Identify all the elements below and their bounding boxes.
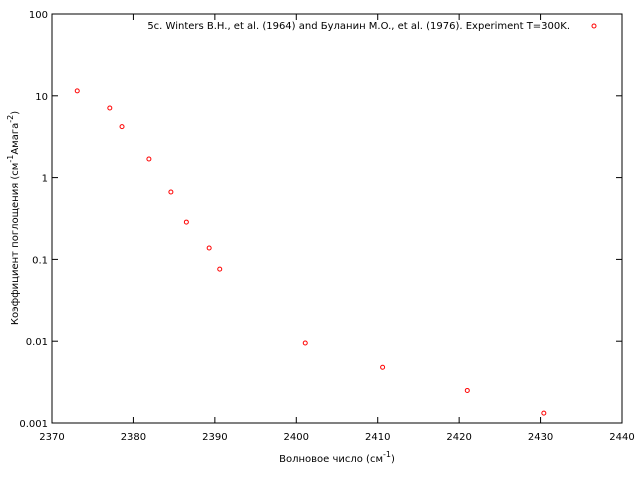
y-tick-label: 0.001 bbox=[19, 419, 48, 430]
point bbox=[146, 156, 152, 162]
x-label-part: ) bbox=[391, 454, 395, 465]
x-label-part: Волновое число (см bbox=[279, 454, 383, 465]
point bbox=[74, 88, 80, 94]
y-tick-label: 1 bbox=[42, 174, 48, 185]
x-tick-label: 2420 bbox=[446, 432, 471, 443]
plot-frame bbox=[51, 13, 623, 424]
point bbox=[217, 266, 223, 272]
y-tick-label: 10 bbox=[35, 92, 48, 103]
x-tick-label: 2400 bbox=[284, 432, 309, 443]
y-axis-label: Коэффициент поглощения (см-1Амага-2) bbox=[6, 111, 21, 325]
x-tick-label: 2380 bbox=[121, 432, 146, 443]
y-label-sup: -2 bbox=[6, 115, 15, 123]
x-tick-label: 2410 bbox=[365, 432, 390, 443]
y-tick-label: 0.01 bbox=[26, 337, 48, 348]
point bbox=[464, 387, 470, 393]
x-tick-label: 2430 bbox=[528, 432, 553, 443]
point bbox=[302, 340, 308, 346]
y-label-sup: -1 bbox=[6, 155, 15, 163]
x-label-sup: -1 bbox=[383, 450, 391, 459]
x-tick-label: 2390 bbox=[202, 432, 227, 443]
point bbox=[107, 105, 113, 111]
point bbox=[206, 245, 212, 251]
y-tick-label: 0.1 bbox=[32, 255, 48, 266]
y-label-part: Коэффициент поглощения (см bbox=[10, 163, 21, 325]
x-axis-label: Волновое число (см-1) bbox=[279, 450, 395, 465]
point bbox=[183, 219, 189, 225]
point bbox=[119, 124, 125, 130]
point bbox=[168, 189, 174, 195]
point bbox=[541, 410, 547, 416]
x-tick-label: 2440 bbox=[609, 432, 634, 443]
y-label-part: ) bbox=[10, 111, 21, 115]
y-label-part: Амага bbox=[10, 123, 21, 155]
point bbox=[380, 364, 386, 370]
y-tick-label: 100 bbox=[29, 10, 48, 21]
legend-label: 5c. Winters B.H., et al. (1964) and Була… bbox=[147, 21, 570, 32]
legend-marker bbox=[591, 23, 597, 29]
x-tick-label: 2370 bbox=[39, 432, 64, 443]
